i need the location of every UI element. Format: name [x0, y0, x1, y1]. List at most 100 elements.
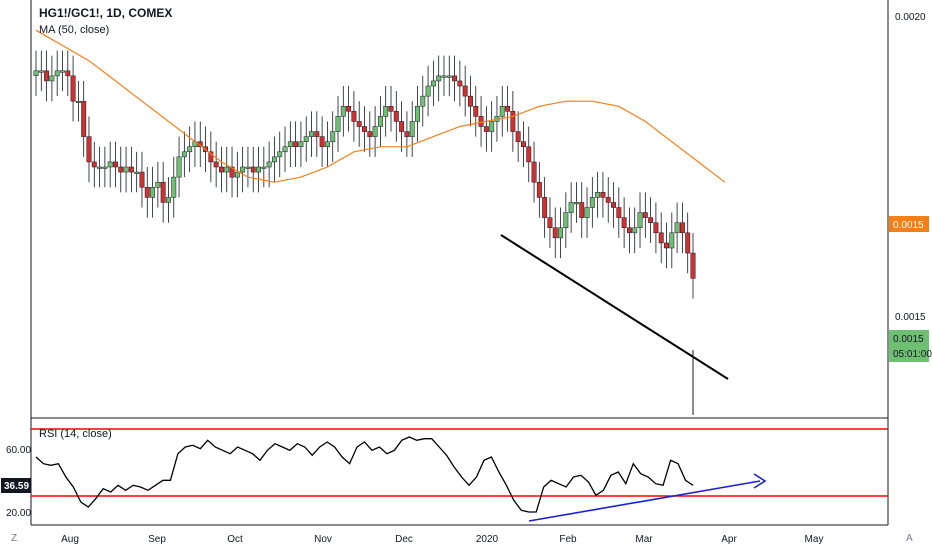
price-tick-0: 0.0020 — [895, 12, 926, 23]
candle-body — [309, 131, 314, 137]
candle-body — [256, 166, 261, 173]
candle-body — [187, 146, 193, 153]
time-label: Sep — [148, 534, 166, 545]
candle-body — [489, 121, 495, 132]
candle-body — [271, 156, 277, 163]
ma-price-badge — [889, 216, 929, 232]
candle-body — [346, 106, 352, 112]
price-trendline[interactable] — [500, 234, 729, 380]
candle-body — [377, 116, 383, 127]
candle-body — [208, 151, 214, 163]
ma-line — [35, 29, 726, 183]
candle-body — [213, 161, 219, 168]
time-label: 2020 — [476, 534, 499, 545]
time-label: Apr — [721, 534, 737, 545]
candle-body — [568, 202, 574, 213]
candle-body — [430, 80, 436, 87]
candle-body — [224, 166, 230, 173]
candle-body — [526, 146, 532, 163]
auto-scale-icon[interactable]: A — [906, 533, 913, 544]
candle-body — [420, 95, 426, 107]
candle-body — [218, 166, 224, 173]
candle-body — [579, 202, 585, 218]
rsi-legend[interactable]: RSI (14, close) — [39, 428, 112, 440]
candle-body — [266, 161, 272, 168]
candle-body — [324, 141, 330, 147]
candle-body — [245, 166, 251, 169]
candle-body — [60, 70, 65, 73]
candle-body — [425, 85, 431, 97]
candle-body — [388, 106, 394, 112]
candles-layer — [33, 50, 696, 299]
candle-body — [457, 80, 463, 87]
rsi-line — [35, 436, 694, 513]
candle-body — [499, 106, 505, 117]
rsi-tick-0: 60.00 — [6, 445, 31, 456]
candle-body — [547, 217, 553, 228]
candle-body — [653, 222, 659, 234]
z-icon[interactable]: Z — [11, 533, 17, 544]
time-label: May — [805, 534, 824, 545]
candle-body — [38, 70, 44, 73]
candle-body — [160, 181, 166, 203]
candle-body — [558, 227, 563, 239]
candle-body — [277, 151, 283, 158]
candle-body — [81, 100, 87, 137]
candle-body — [452, 75, 458, 82]
candle-body — [54, 70, 60, 77]
candle-body — [611, 202, 616, 208]
candle-body — [123, 166, 129, 173]
candle-body — [282, 146, 288, 153]
candle-body — [679, 222, 685, 234]
ma-price-badge-text: 0.0015 — [893, 220, 924, 231]
candle-body — [372, 126, 378, 137]
candle-body — [462, 85, 468, 97]
time-label: Oct — [227, 534, 243, 545]
candle-body — [510, 111, 516, 132]
time-label: Dec — [395, 534, 413, 545]
rsi-trendline[interactable] — [528, 480, 761, 522]
chart-title: HG1!/GC1!, 1D, COMEX — [39, 6, 173, 20]
candle-body — [65, 70, 71, 77]
candle-body — [49, 75, 55, 82]
candle-body — [150, 187, 156, 198]
candle-body — [473, 106, 479, 117]
candle-body — [404, 131, 410, 137]
candle-body — [446, 75, 452, 78]
rsi-current-badge — [1, 478, 31, 493]
candle-body — [356, 121, 362, 127]
candle-body — [595, 192, 601, 198]
candle-body — [155, 181, 161, 188]
candle-body — [86, 136, 92, 163]
candle-body — [134, 171, 140, 174]
candle-body — [91, 161, 97, 168]
time-axis[interactable]: Aug Sep Oct Nov Dec 2020 Feb Mar Apr May — [61, 534, 823, 545]
candle-body — [367, 131, 373, 137]
candle-body — [393, 111, 399, 122]
candle-body — [340, 106, 346, 117]
candle-body — [229, 166, 235, 178]
candle-body — [600, 192, 606, 198]
candle-body — [351, 111, 357, 122]
candle-body — [685, 232, 691, 254]
candle-body — [33, 70, 39, 76]
candle-body — [250, 166, 256, 173]
ma-legend[interactable]: MA (50, close) — [39, 24, 110, 36]
candle-body — [436, 75, 442, 82]
candle-body — [97, 166, 103, 169]
candle-body — [563, 212, 569, 228]
candle-body — [573, 202, 579, 205]
candle-body — [621, 217, 627, 228]
candle-body — [144, 187, 150, 198]
candle-body — [669, 232, 675, 249]
candle-body — [362, 126, 367, 132]
candle-body — [107, 161, 113, 168]
candle-body — [409, 121, 415, 137]
candle-body — [584, 207, 590, 218]
candle-body — [383, 106, 389, 117]
candle-body — [240, 166, 246, 173]
candle-body — [658, 232, 664, 244]
candle-body — [139, 171, 145, 188]
candle-body — [616, 207, 622, 218]
